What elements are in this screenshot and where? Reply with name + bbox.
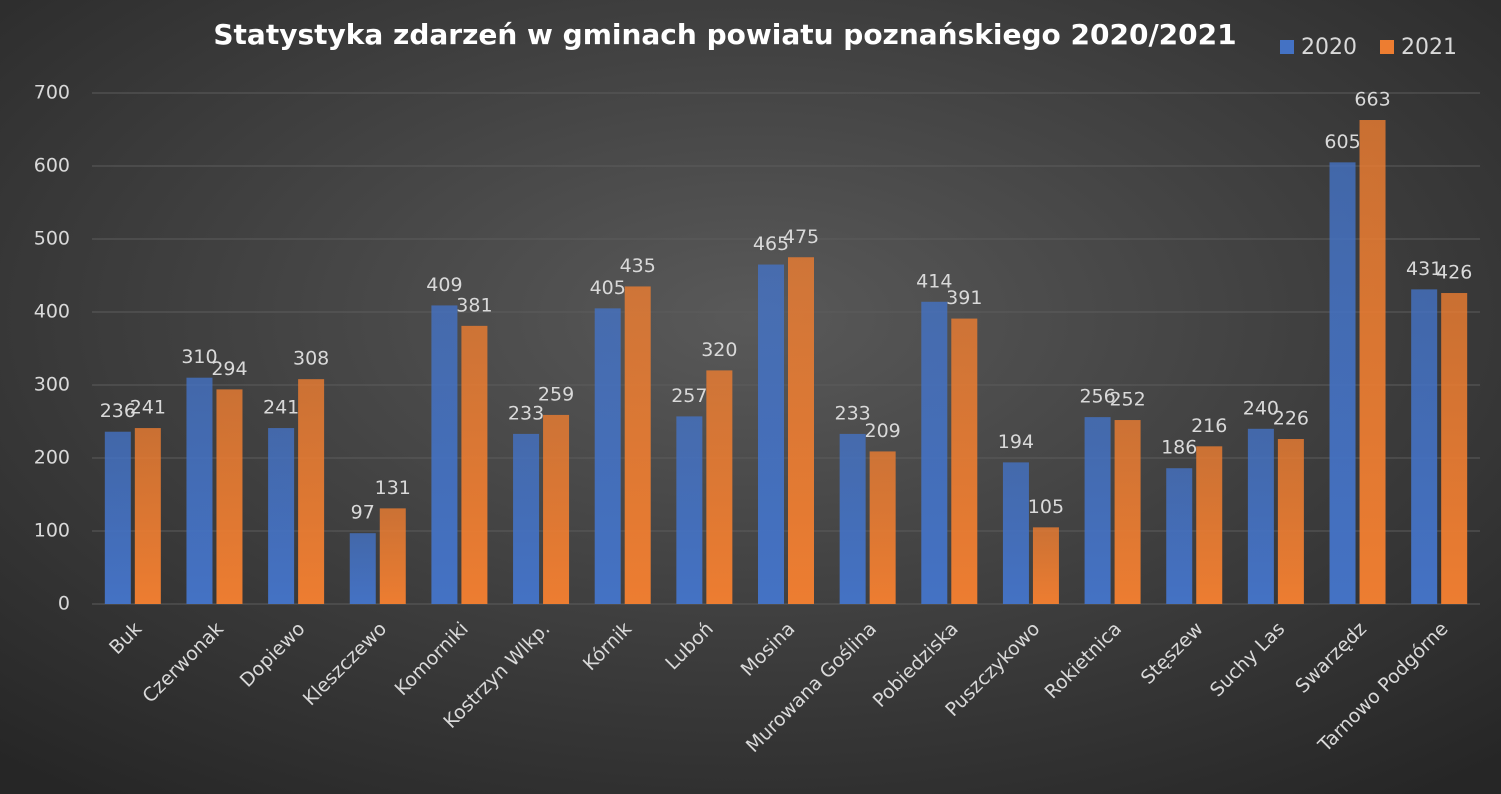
data-label: 131 xyxy=(375,477,411,499)
bar xyxy=(1247,428,1274,604)
bar xyxy=(1166,468,1193,604)
data-label: 414 xyxy=(916,270,952,292)
data-label: 605 xyxy=(1324,131,1360,153)
bar xyxy=(594,308,621,604)
data-label: 240 xyxy=(1243,397,1279,419)
data-label: 105 xyxy=(1028,496,1064,518)
bar xyxy=(134,428,161,604)
data-label: 465 xyxy=(753,233,789,255)
y-tick-label: 0 xyxy=(58,593,70,615)
data-label: 405 xyxy=(590,277,626,299)
data-label: 256 xyxy=(1079,386,1115,408)
bar xyxy=(1114,420,1141,604)
bar xyxy=(1411,289,1438,604)
y-tick-label: 100 xyxy=(34,520,70,542)
bar xyxy=(543,414,570,604)
data-label: 97 xyxy=(351,502,375,524)
bar xyxy=(624,286,651,604)
data-label: 209 xyxy=(865,420,901,442)
data-label: 257 xyxy=(671,385,707,407)
data-label: 233 xyxy=(835,402,871,424)
y-tick-label: 500 xyxy=(34,228,70,250)
data-label: 186 xyxy=(1161,437,1197,459)
data-label: 294 xyxy=(211,358,247,380)
bar xyxy=(298,379,325,604)
legend-swatch xyxy=(1280,40,1294,54)
bar xyxy=(268,428,295,604)
bar xyxy=(186,377,213,604)
bar xyxy=(349,533,376,604)
bar xyxy=(1359,120,1386,604)
data-label: 236 xyxy=(100,400,136,422)
data-label: 252 xyxy=(1109,389,1145,411)
y-tick-label: 300 xyxy=(34,374,70,396)
data-label: 233 xyxy=(508,402,544,424)
bar xyxy=(706,370,733,604)
bar xyxy=(1032,527,1059,604)
bar xyxy=(951,318,978,604)
data-label: 409 xyxy=(426,274,462,296)
y-tick-label: 400 xyxy=(34,301,70,323)
data-label: 308 xyxy=(293,348,329,370)
bar xyxy=(1084,417,1111,604)
data-label: 431 xyxy=(1406,258,1442,280)
bar xyxy=(921,301,948,604)
legend-label: 2021 xyxy=(1401,35,1457,60)
bar xyxy=(513,433,540,604)
bar xyxy=(1196,446,1223,604)
bar xyxy=(379,508,406,604)
bar xyxy=(1277,439,1304,604)
data-label: 435 xyxy=(620,255,656,277)
data-label: 259 xyxy=(538,383,574,405)
bar xyxy=(839,433,866,604)
chart-title: Statystyka zdarzeń w gminach powiatu poz… xyxy=(213,18,1236,51)
data-label: 426 xyxy=(1436,262,1472,284)
bar xyxy=(869,451,896,604)
bar xyxy=(1002,462,1029,604)
data-label: 226 xyxy=(1273,408,1309,430)
y-tick-label: 200 xyxy=(34,447,70,469)
bar xyxy=(461,325,488,604)
legend-label: 2020 xyxy=(1301,35,1357,60)
y-tick-label: 600 xyxy=(34,155,70,177)
bar xyxy=(104,431,131,604)
data-label: 381 xyxy=(456,294,492,316)
data-label: 216 xyxy=(1191,415,1227,437)
bar xyxy=(788,257,814,604)
data-label: 320 xyxy=(701,339,737,361)
data-label: 310 xyxy=(181,346,217,368)
bar xyxy=(431,305,458,604)
data-label: 241 xyxy=(130,397,166,419)
bar xyxy=(758,264,784,604)
data-label: 194 xyxy=(998,431,1034,453)
data-label: 241 xyxy=(263,397,299,419)
bar xyxy=(676,416,703,604)
data-label: 475 xyxy=(783,226,819,248)
y-tick-label: 700 xyxy=(34,82,70,104)
bar xyxy=(1329,162,1356,604)
legend-swatch xyxy=(1380,40,1394,54)
data-label: 391 xyxy=(946,287,982,309)
bar xyxy=(216,389,243,604)
data-label: 663 xyxy=(1354,89,1390,111)
bar xyxy=(1441,293,1468,604)
